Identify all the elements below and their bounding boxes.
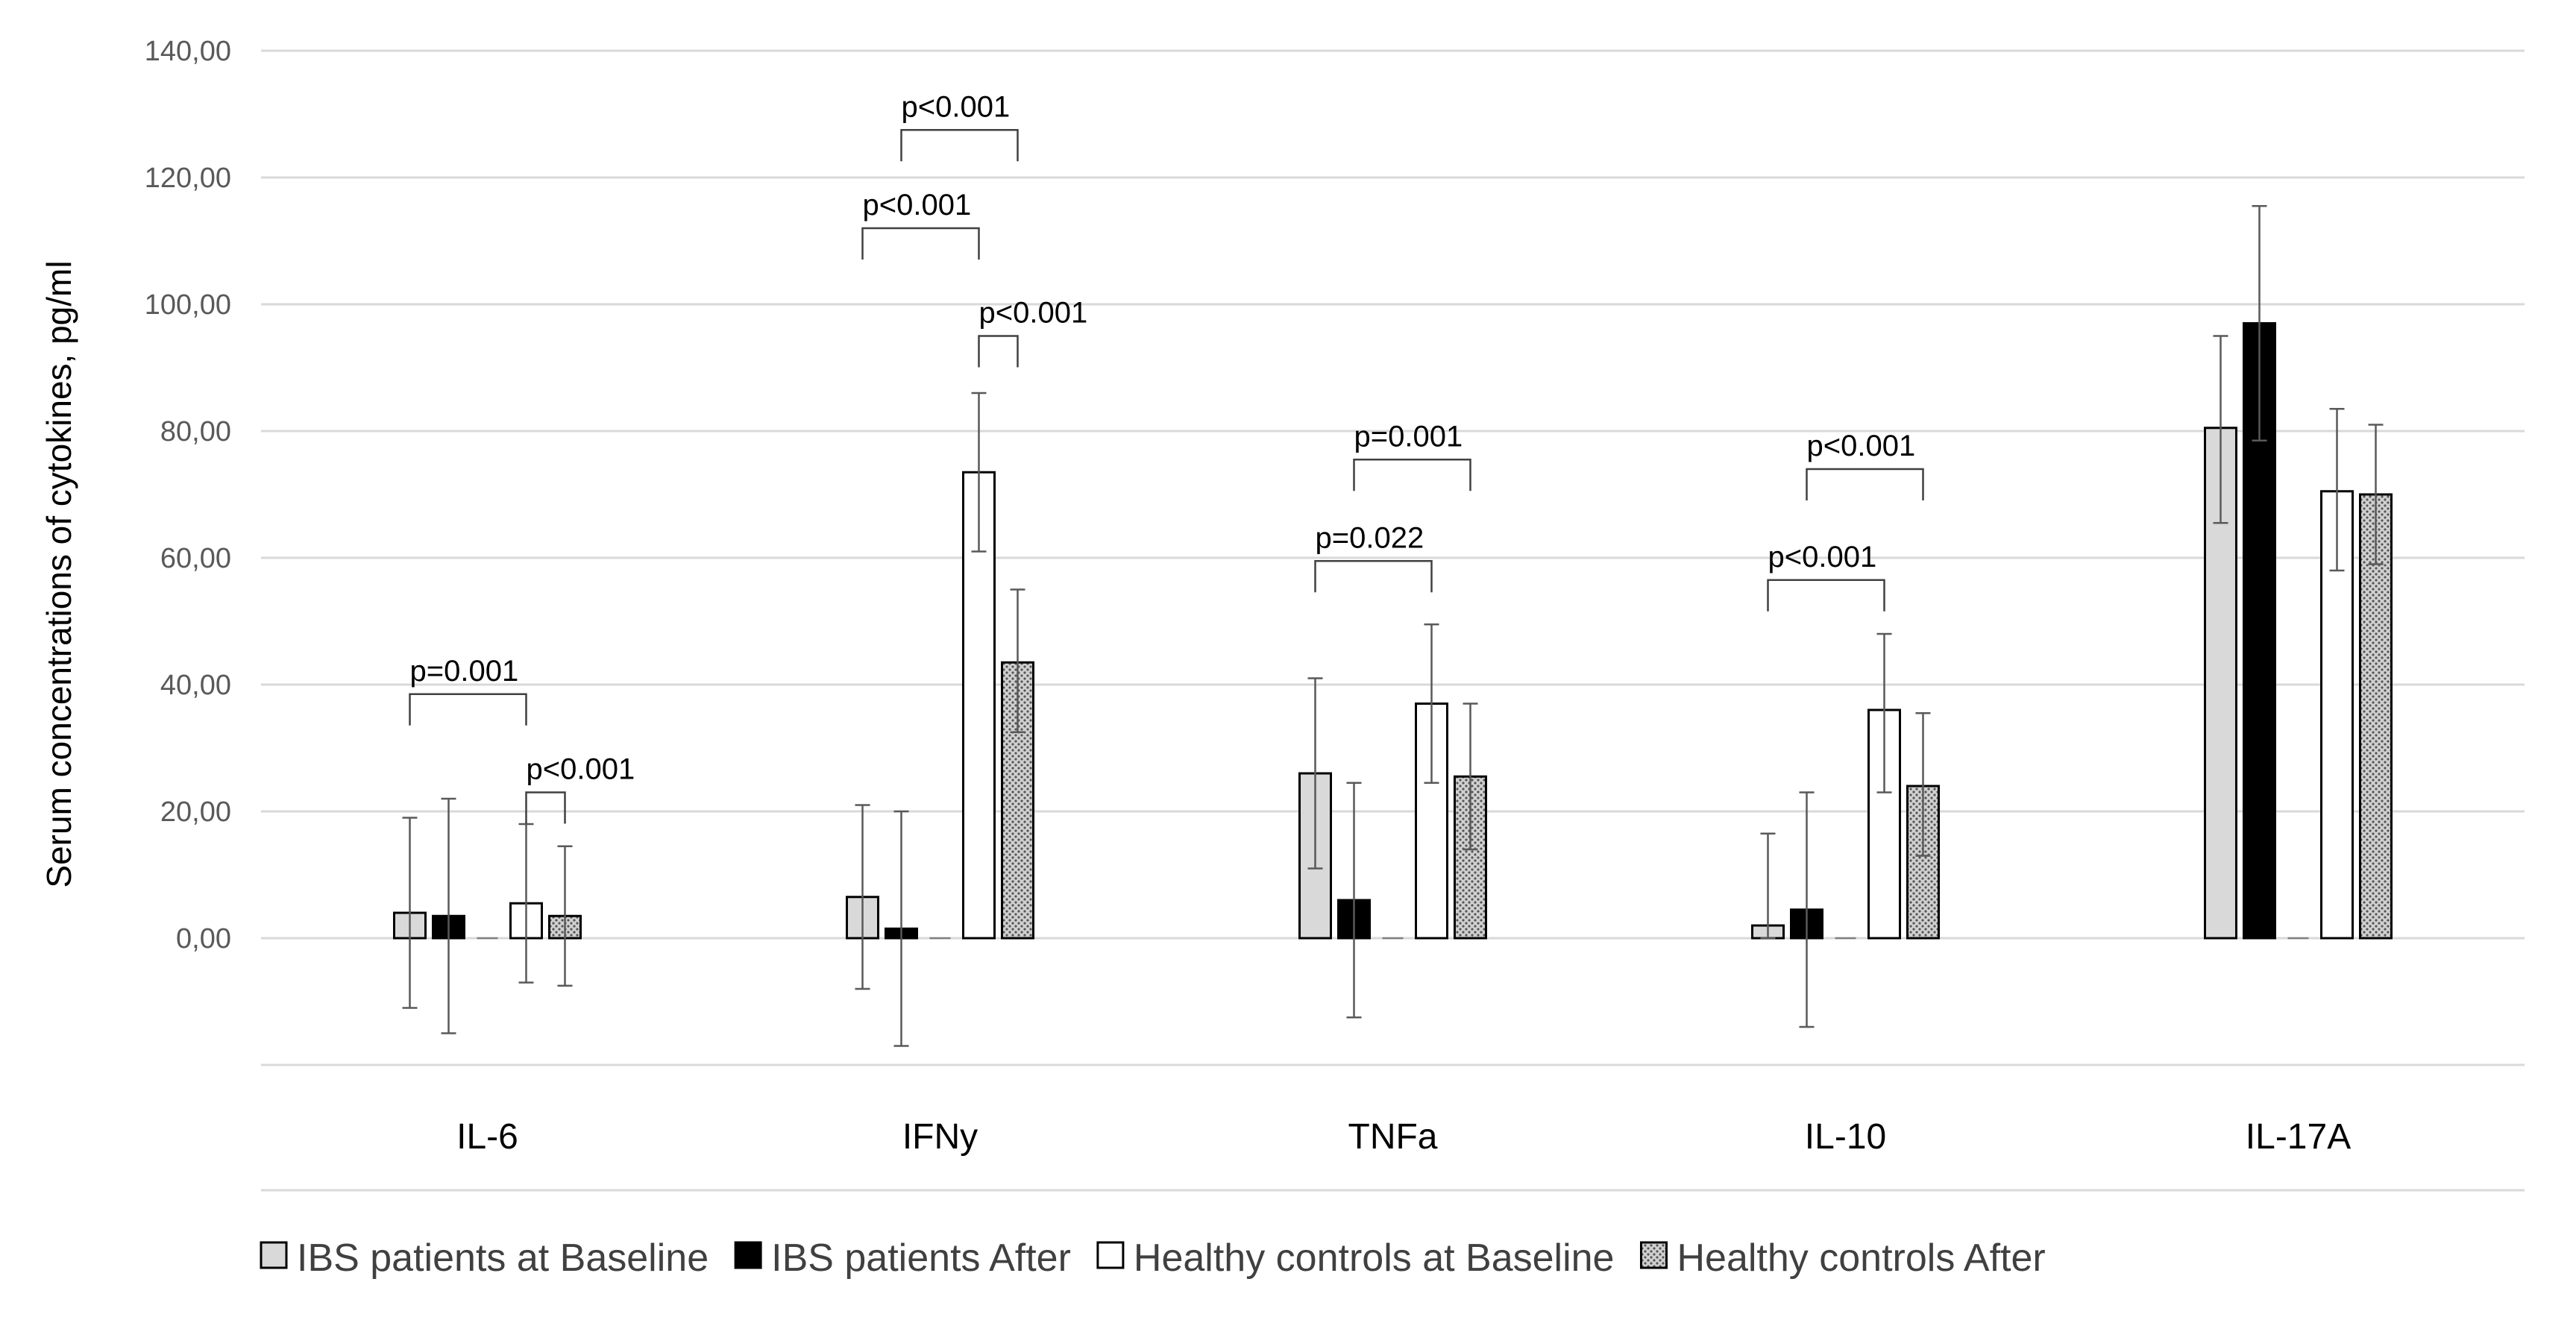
category-label: TNFa xyxy=(1348,1117,1438,1157)
category-label: IFNy xyxy=(902,1117,978,1157)
bar xyxy=(2359,493,2393,940)
significance-label: p<0.001 xyxy=(979,297,1088,330)
y-tick-label: 120,00 xyxy=(145,163,231,194)
significance-annotations: p=0.001 p<0.001 p<0.001 p<0.001 p<0.001 p=0.0… xyxy=(409,90,1924,824)
y-axis-ticks: 0,00 20,00 40,00 60,00 80,00 100,00 120,00 140,… xyxy=(145,36,231,955)
y-tick-label: 140,00 xyxy=(145,36,231,67)
significance-bracket xyxy=(1314,560,1433,593)
y-tick-label: 60,00 xyxy=(160,543,231,574)
y-tick-label: 100,00 xyxy=(145,289,231,321)
significance-label: p<0.001 xyxy=(863,189,972,221)
gridlines xyxy=(261,49,2525,1066)
significance-bracket xyxy=(1767,579,1885,612)
category-label: IL-17A xyxy=(2246,1117,2351,1157)
significance-label: p=0.001 xyxy=(1354,420,1463,453)
bar xyxy=(962,471,996,940)
y-tick-label: 0,00 xyxy=(176,923,231,955)
legend-label: IBS patients After xyxy=(771,1236,1071,1280)
legend-label: Healthy controls at Baseline xyxy=(1134,1236,1615,1280)
significance-label: p=0.001 xyxy=(410,655,519,688)
significance-bracket xyxy=(900,129,1019,162)
legend-swatch xyxy=(734,1241,762,1269)
legend-swatch xyxy=(1639,1241,1668,1269)
significance-bracket xyxy=(409,693,527,726)
y-tick-label: 80,00 xyxy=(160,416,231,447)
y-tick-label: 20,00 xyxy=(160,796,231,828)
significance-label: p<0.001 xyxy=(1768,541,1877,573)
significance-bracket xyxy=(1806,468,1924,500)
error-bars xyxy=(402,205,2384,1047)
bars xyxy=(393,322,2393,940)
category-labels: IL-6 IFNy TNFa IL-10 IL-17A xyxy=(456,1117,2351,1157)
y-tick-label: 40,00 xyxy=(160,670,231,701)
significance-label: p<0.001 xyxy=(527,753,635,786)
category-label: IL-10 xyxy=(1805,1117,1886,1157)
legend-swatch xyxy=(260,1241,288,1269)
legend-swatch xyxy=(1096,1241,1125,1269)
legend-label: IBS patients at Baseline xyxy=(297,1236,709,1280)
legend: IBS patients at Baseline IBS patients Aft… xyxy=(260,1236,2046,1280)
significance-bracket xyxy=(525,791,566,824)
significance-label: p=0.022 xyxy=(1316,521,1424,554)
significance-bracket xyxy=(978,335,1019,368)
y-axis-label: Serum concentrations of cytokines, pg/ml xyxy=(40,260,78,887)
legend-label: Healthy controls After xyxy=(1677,1236,2045,1280)
category-label: IL-6 xyxy=(456,1117,518,1157)
significance-bracket xyxy=(1353,459,1471,491)
significance-bracket xyxy=(861,227,980,260)
significance-label: p<0.001 xyxy=(1807,430,1916,462)
significance-label: p<0.001 xyxy=(902,90,1011,123)
